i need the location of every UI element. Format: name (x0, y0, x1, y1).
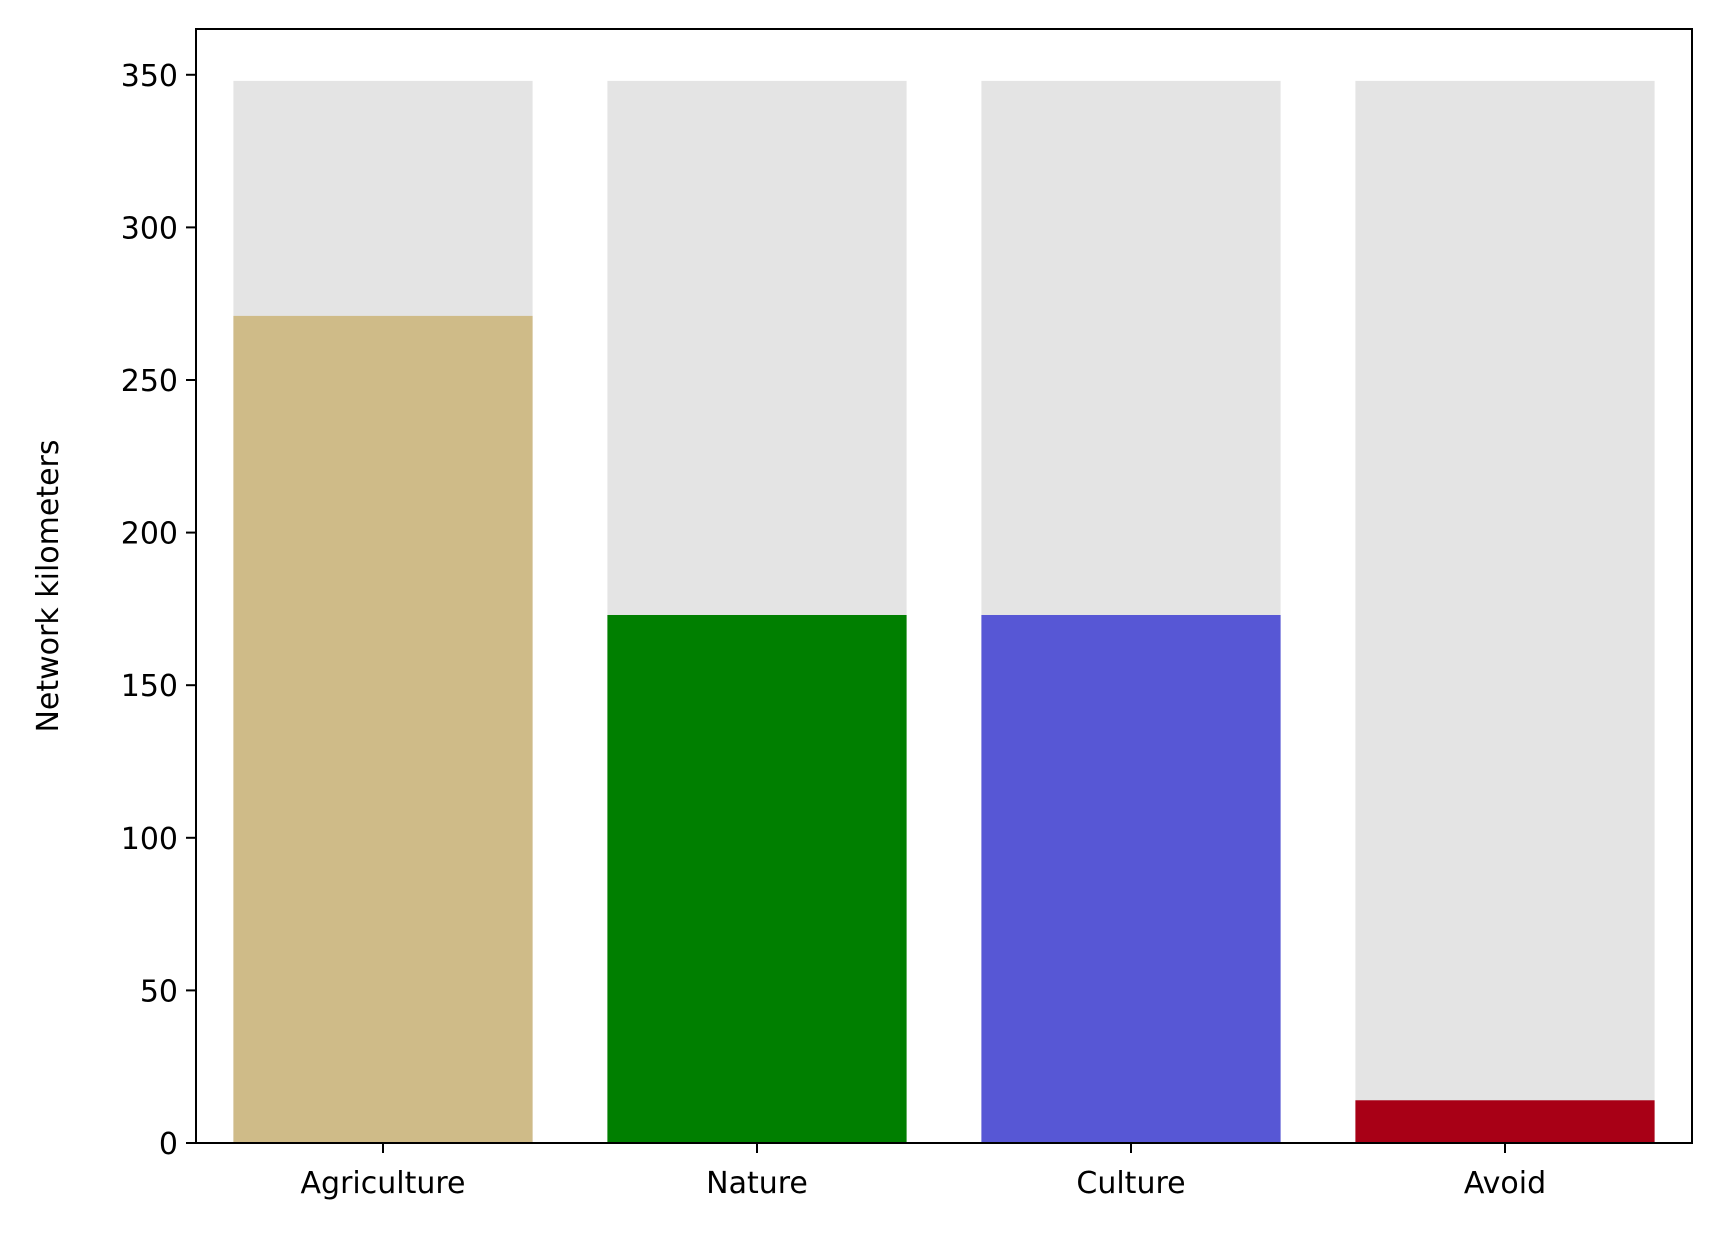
y-axis: 0 50 100 150 200 250 300 350 (121, 59, 196, 1162)
y-tick-label: 100 (121, 822, 178, 857)
y-tick-label: 300 (121, 211, 178, 246)
y-tick-label: 150 (121, 669, 178, 704)
bar-nature (607, 614, 907, 1143)
y-axis-label: Network kilometers (31, 439, 66, 732)
y-tick-label: 50 (140, 974, 178, 1009)
y-tick-label: 350 (121, 59, 178, 94)
bar-avoid (1355, 1100, 1655, 1143)
bars-layer (233, 80, 1655, 1144)
y-tick-label: 0 (159, 1127, 178, 1162)
plot-frame (195, 28, 1693, 1144)
x-axis: Agriculture Nature Culture Avoid (301, 1143, 1546, 1201)
x-tick-label: Agriculture (301, 1166, 466, 1201)
y-tick-label: 200 (121, 517, 178, 552)
x-tick-label: Culture (1076, 1166, 1185, 1201)
bar-total-avoid (1355, 80, 1655, 1144)
bar-culture (981, 614, 1281, 1143)
x-tick-label: Nature (706, 1166, 808, 1201)
x-tick-label: Avoid (1464, 1166, 1546, 1201)
y-tick-label: 250 (121, 364, 178, 399)
bar-agriculture (233, 315, 533, 1143)
